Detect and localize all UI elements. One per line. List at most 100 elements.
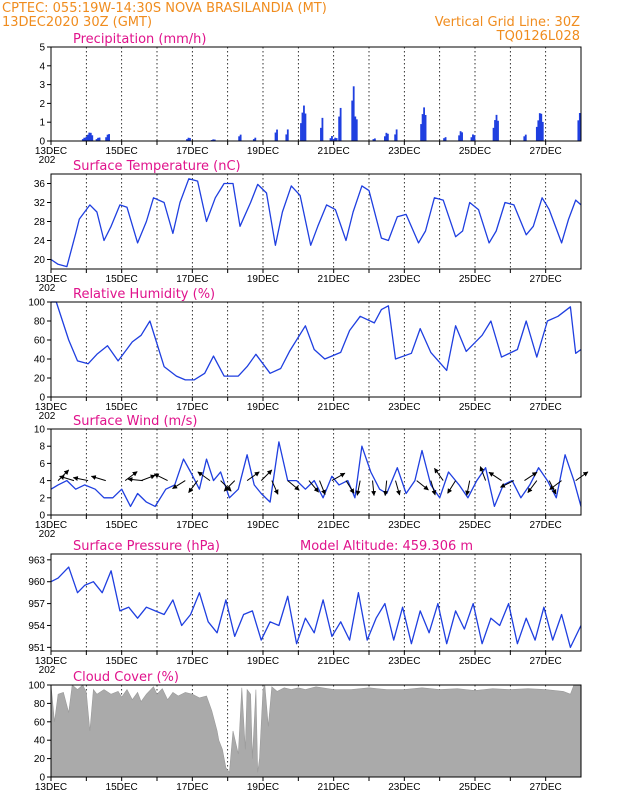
y-tick-label: 60 [34, 717, 46, 728]
precip-bar [372, 139, 375, 141]
precip-bar [473, 135, 476, 141]
x-tick-label: 17DEC [176, 782, 208, 793]
wind-vector-arrow [172, 480, 186, 489]
x-tick-label: 13DEC [35, 274, 67, 285]
precip-bar [286, 129, 289, 141]
wind-vector-arrow [500, 480, 515, 488]
wind-vector-arrow [575, 471, 589, 482]
y-tick-label: 3 [39, 80, 45, 91]
x-tick-label: 17DEC [176, 274, 208, 285]
panel-temp: 20 24 28 32 36 13DEC 15DEC 17DEC 19DEC 21DEC 23DEC… [34, 159, 582, 294]
x-tick-label: 19DEC [247, 402, 279, 413]
precip-bar [329, 138, 332, 141]
y-tick-label: 0 [39, 137, 45, 148]
wind-vector-arrow [188, 480, 199, 494]
precip-bar [577, 120, 580, 141]
precip-bar [538, 113, 541, 141]
x-year-label: 202 [39, 283, 56, 294]
wind-vector-arrow [197, 471, 211, 482]
wind-vector-arrow [72, 476, 89, 482]
precip-bar [83, 137, 86, 141]
wind-vector-arrow [488, 471, 502, 482]
x-tick-label: 25DEC [459, 402, 491, 413]
precip-bar [444, 137, 447, 141]
wind-vector-arrow [371, 480, 377, 497]
precip-bar [470, 137, 473, 141]
x-tick-label: 23DEC [388, 520, 420, 531]
precip-bar [497, 120, 499, 141]
x-tick-label: 17DEC [176, 402, 208, 413]
precip-bar [105, 137, 108, 141]
x-tick-label: 19DEC [247, 274, 279, 285]
x-tick-label: 27DEC [530, 146, 562, 157]
panel-pressure: 951 954 957 960 963 13DEC 15DEC 17DEC 19DEC 21DEC… [28, 539, 582, 676]
wind-vector-arrow [447, 480, 456, 494]
wind-vector-arrow [395, 480, 401, 496]
x-tick-label: 13DEC [35, 656, 67, 667]
precip-bar [189, 138, 191, 141]
x-tick-label: 27DEC [530, 656, 562, 667]
x-tick-label: 21DEC [318, 402, 350, 413]
precip-bar [81, 139, 84, 141]
precip-bar [495, 114, 498, 141]
precip-frame [50, 46, 582, 142]
precip-bar [213, 139, 216, 141]
precip-bar [355, 119, 358, 141]
precip-bar [186, 139, 188, 141]
x-tick-label: 25DEC [459, 656, 491, 667]
precip-bar [331, 136, 333, 141]
y-tick-label: 6 [39, 459, 45, 470]
precip-bar [301, 112, 304, 141]
wind-vector-arrow [127, 477, 143, 483]
y-tick-label: 954 [28, 621, 45, 632]
rh-frame [50, 301, 582, 398]
x-tick-label: 13DEC [35, 146, 67, 157]
precip-bar [459, 131, 462, 141]
cloud-title: Cloud Cover (%) [73, 670, 179, 685]
x-tick-label: 19DEC [247, 520, 279, 531]
wind-vector-arrow [430, 480, 437, 496]
precip-bar [98, 137, 101, 141]
wind-vector-arrow [345, 480, 355, 494]
precip-bar [276, 129, 278, 141]
precip-bar [492, 127, 495, 141]
y-tick-label: 960 [28, 577, 45, 588]
y-tick-label: 1 [39, 118, 45, 129]
precip-bar [303, 105, 305, 141]
y-tick-label: 32 [34, 198, 46, 209]
wind-vector-arrow [260, 469, 273, 481]
wind-vector-arrow [308, 480, 319, 493]
x-tick-label: 15DEC [106, 656, 138, 667]
y-tick-label: 957 [28, 599, 45, 610]
x-tick-label: 23DEC [388, 782, 420, 793]
y-tick-label: 10 [34, 425, 46, 436]
wind-series-line [50, 441, 582, 508]
wind-vector-arrow [549, 480, 562, 491]
pressure-title: Surface Pressure (hPa) [73, 539, 220, 554]
wind-vector-arrow [524, 471, 538, 482]
rh-series-line [51, 301, 582, 381]
wind-vector-arrow [479, 466, 487, 481]
precip-bar [423, 107, 425, 141]
y-tick-label: 0 [39, 393, 45, 404]
precip-bar [524, 134, 527, 141]
x-tick-label: 25DEC [459, 520, 491, 531]
precip-bar [458, 135, 460, 141]
y-tick-label: 40 [34, 355, 46, 366]
x-year-label: 202 [39, 155, 56, 166]
wind-vector-arrow [59, 475, 75, 482]
y-tick-label: 0 [39, 511, 45, 522]
precip-bar [335, 138, 338, 141]
wind-vector-arrow [153, 473, 168, 482]
y-tick-label: 951 [28, 643, 45, 654]
pressure-frame [50, 553, 582, 652]
wind-frame [50, 428, 582, 516]
panel-rh: 0 20 40 60 80 100 13DEC 15DEC 17DEC 19DEC 21DEC 23D… [28, 287, 582, 422]
y-tick-label: 80 [34, 317, 46, 328]
y-tick-label: 20 [34, 374, 46, 385]
precip-bar [106, 134, 109, 141]
precip-bar [472, 134, 474, 141]
x-tick-label: 17DEC [176, 656, 208, 667]
panel-cloud: 0 20 40 60 80 100 13DEC 15DEC 17DEC 19DEC 21DEC 23D… [28, 670, 582, 793]
y-tick-label: 8 [39, 442, 45, 453]
